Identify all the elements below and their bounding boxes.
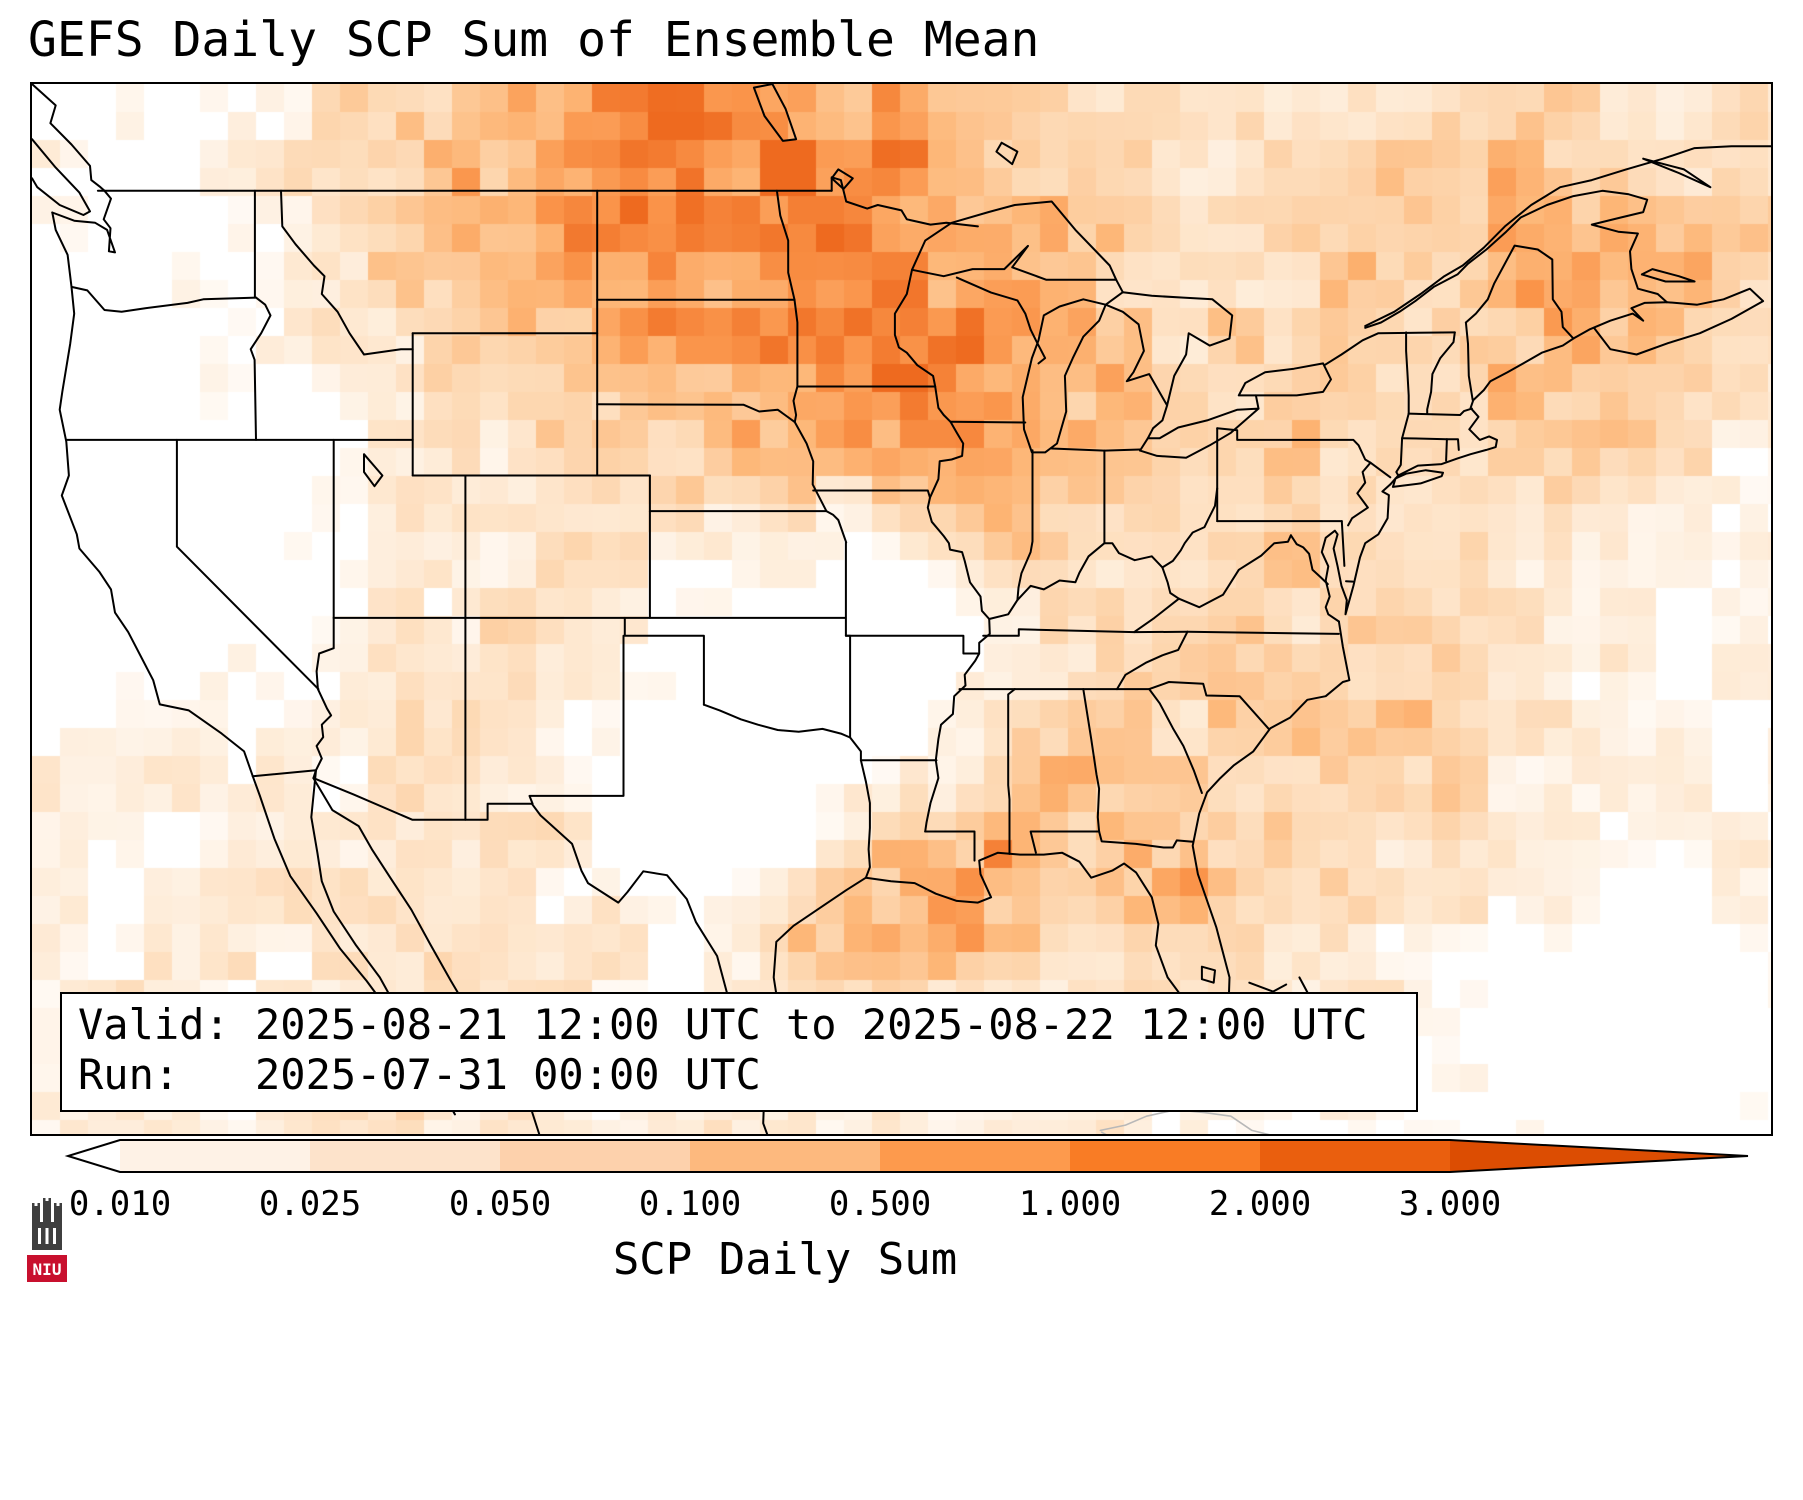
niu-red-shield <box>27 1255 67 1282</box>
niu-logo: NIU <box>24 1192 70 1292</box>
scp-grid-canvas <box>32 84 1771 1134</box>
colorbar-tick-label: 1.000 <box>1018 1184 1122 1224</box>
run-time-text: Run: 2025-07-31 00:00 UTC <box>78 1050 761 1099</box>
valid-time-text: Valid: 2025-08-21 12:00 UTC to 2025-08-2… <box>78 1000 1368 1049</box>
colorbar-tick-label: 0.500 <box>828 1184 932 1224</box>
colorbar-axis-label: SCP Daily Sum <box>612 1234 958 1285</box>
castle-icon <box>32 1198 62 1250</box>
colorbar-tick-label: 0.100 <box>638 1184 742 1224</box>
page-title: GEFS Daily SCP Sum of Ensemble Mean <box>28 12 1040 68</box>
map-borders <box>32 84 1771 1134</box>
info-box: Valid: 2025-08-21 12:00 UTC to 2025-08-2… <box>60 992 1418 1112</box>
colorbar-tick-label: 3.000 <box>1398 1184 1502 1224</box>
colorbar-tick-label: 2.000 <box>1208 1184 1312 1224</box>
niu-logo-text: NIU <box>33 1260 62 1279</box>
colorbar-svg <box>64 1139 1749 1173</box>
colorbar-tick-label: 0.025 <box>258 1184 362 1224</box>
map-panel: Valid: 2025-08-21 12:00 UTC to 2025-08-2… <box>30 82 1773 1136</box>
colorbar-tick-label: 0.050 <box>448 1184 552 1224</box>
colorbar-ticks: 0.010 0.025 0.050 0.100 0.500 1.000 2.000 3.000 <box>30 1184 1769 1226</box>
colorbar-tick-label: 0.010 <box>68 1184 172 1224</box>
